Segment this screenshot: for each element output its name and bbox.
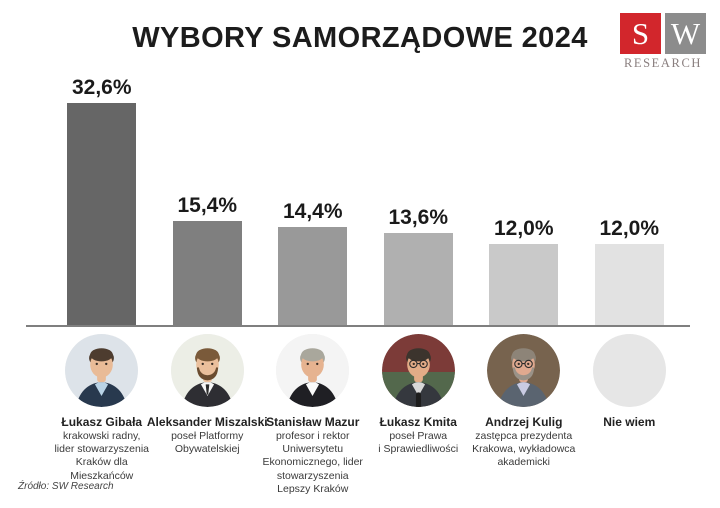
bar-value-label: 32,6% <box>71 76 132 99</box>
candidate-name: Łukasz Gibała <box>61 415 143 429</box>
person-avatar-icon <box>487 334 561 407</box>
candidate-column: Nie wiem <box>577 334 683 496</box>
logo-letter-s: S <box>620 13 661 54</box>
sw-research-logo: S W RESEARCH <box>614 13 712 71</box>
candidate-photo <box>592 334 666 407</box>
person-avatar-icon <box>276 334 350 407</box>
candidate-description: poseł Platformy Obywatelskiej <box>171 430 244 456</box>
candidate-column: Andrzej Kulig zastępca prezydenta Krakowa… <box>471 334 577 496</box>
page-title: WYBORY SAMORZĄDOWE 2024 <box>132 22 588 54</box>
candidate-column: Łukasz Kmita poseł Prawa i Sprawiedliwośc… <box>366 334 472 496</box>
bar-value-label: 15,4% <box>177 194 238 217</box>
logo-squares: S W <box>614 13 712 54</box>
bar-column: 14,4% <box>260 75 366 326</box>
bar-column: 12,0% <box>577 75 683 326</box>
bar <box>489 244 559 326</box>
source-note: Źródło: SW Research <box>18 481 114 492</box>
bar-column: 15,4% <box>155 75 261 326</box>
candidate-name: Nie wiem <box>603 415 656 429</box>
candidates-row: Łukasz Gibała krakowski radny, lider stow… <box>49 334 682 496</box>
candidate-photo <box>170 334 244 407</box>
candidate-photo <box>65 334 139 407</box>
person-avatar-icon <box>170 334 244 407</box>
bar <box>67 103 137 326</box>
candidate-name: Andrzej Kulig <box>485 415 563 429</box>
candidate-column: Aleksander Miszalski poseł Platformy Obyw… <box>147 334 268 496</box>
bar <box>172 221 242 326</box>
baseline-axis <box>26 325 690 327</box>
person-avatar-icon <box>381 334 455 407</box>
candidate-photo <box>487 334 561 407</box>
candidate-description: krakowski radny, lider stowarzyszenia Kr… <box>54 430 150 482</box>
empty-avatar-icon <box>592 334 666 407</box>
bar <box>594 244 664 326</box>
candidate-name: Łukasz Kmita <box>379 415 457 429</box>
candidate-description: poseł Prawa i Sprawiedliwości <box>378 430 459 456</box>
bar-column: 13,6% <box>366 75 472 326</box>
candidate-description: profesor i rektor Uniwersytetu Ekonomicz… <box>262 430 363 495</box>
person-avatar-icon <box>65 334 139 407</box>
candidate-photo <box>381 334 455 407</box>
bar-value-label: 12,0% <box>493 217 554 240</box>
candidate-description: zastępca prezydenta Krakowa, wykładowca … <box>472 430 576 469</box>
logo-letter-w: W <box>665 13 706 54</box>
bar-chart: 32,6% 15,4% 14,4% 13,6% 12,0% 12,0% <box>49 75 682 326</box>
bar <box>278 227 348 326</box>
candidate-column: Stanisław Mazur profesor i rektor Uniwers… <box>260 334 366 496</box>
bar-column: 12,0% <box>471 75 577 326</box>
bar-value-label: 13,6% <box>388 206 449 229</box>
candidate-name: Aleksander Miszalski <box>146 415 268 429</box>
candidate-name: Stanisław Mazur <box>266 415 360 429</box>
candidate-column: Łukasz Gibała krakowski radny, lider stow… <box>49 334 155 496</box>
bar-column: 32,6% <box>49 75 155 326</box>
bar-value-label: 14,4% <box>282 200 343 223</box>
logo-research-text: RESEARCH <box>623 56 703 70</box>
bar <box>383 233 453 326</box>
bar-value-label: 12,0% <box>599 217 660 240</box>
candidate-photo <box>276 334 350 407</box>
